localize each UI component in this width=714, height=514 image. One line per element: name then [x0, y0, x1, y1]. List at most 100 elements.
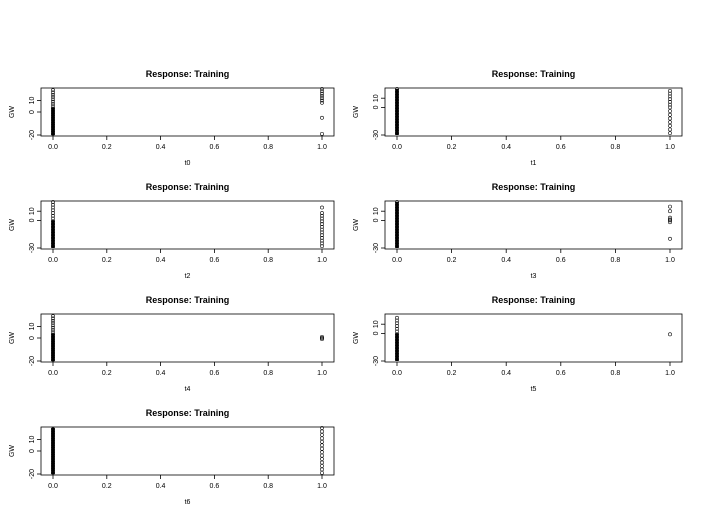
data-point: [320, 205, 324, 210]
panel-title: Response: Training: [146, 295, 230, 305]
data-point: [320, 89, 324, 94]
data-point: [51, 213, 55, 218]
x-tick-label: 0.0: [392, 257, 402, 264]
data-point: [395, 324, 399, 328]
x-axis-label: t2: [185, 273, 191, 280]
data-point: [668, 120, 672, 125]
x-axis-label: t3: [531, 273, 537, 280]
x-tick-label: 0.8: [263, 370, 273, 377]
data-point: [668, 215, 672, 220]
x-tick-label: 0.8: [263, 483, 273, 490]
data-point: [51, 102, 55, 106]
plot-frame: [40, 313, 335, 363]
data-point: [320, 464, 324, 468]
y-axis-label: GW: [353, 106, 360, 118]
y-tick-label: 0: [373, 105, 380, 109]
plot-frame: [384, 200, 683, 250]
dense-point-band: [51, 107, 55, 135]
panel-t4: Response: Training 0.0 0.2 0.4 0.6 0.8 1.0 -20 0…: [9, 295, 335, 393]
data-point: [51, 99, 55, 104]
data-point: [320, 244, 324, 249]
x-axis-label: t0: [185, 160, 191, 167]
data-point: [51, 200, 55, 204]
data-point: [668, 99, 672, 104]
data-point: [320, 450, 324, 455]
data-point: [51, 318, 55, 323]
dense-point-band: [51, 220, 55, 248]
x-tick-label: 0.2: [102, 257, 112, 264]
y-tick-label: -30: [29, 243, 36, 253]
data-point: [320, 470, 324, 475]
data-point: [51, 316, 55, 321]
panel-t1: Response: Training 0.0 0.2 0.4 0.6 0.8 1.0 -30 0…: [353, 69, 683, 167]
x-tick-label: 0.8: [611, 370, 621, 377]
data-point: [320, 439, 324, 444]
data-point: [320, 87, 324, 91]
data-point: [668, 204, 672, 209]
dense-point-band: [395, 202, 399, 248]
data-point: [320, 241, 324, 246]
data-point: [320, 426, 324, 430]
plot-frame: [384, 313, 683, 363]
x-axis-label: t1: [531, 160, 537, 167]
y-axis-label: GW: [9, 332, 16, 344]
x-axis-label: t4: [185, 386, 191, 393]
data-point: [668, 105, 672, 110]
dense-point-band: [51, 428, 55, 474]
panel-title: Response: Training: [492, 295, 576, 305]
x-tick-label: 0.0: [48, 483, 58, 490]
data-point: [320, 453, 324, 458]
x-tick-label: 0.6: [210, 370, 220, 377]
y-tick-label: -30: [373, 243, 380, 253]
y-axis-label: GW: [353, 219, 360, 231]
data-point: [51, 216, 55, 221]
data-point: [320, 446, 324, 451]
x-tick-label: 1.0: [317, 144, 327, 151]
data-point: [320, 432, 324, 437]
data-point: [320, 213, 324, 218]
data-point: [668, 332, 672, 337]
data-point: [668, 97, 672, 102]
data-point: [51, 205, 55, 210]
data-point: [51, 90, 55, 95]
x-tick-label: 0.0: [392, 144, 402, 151]
x-tick-label: 0.4: [501, 257, 511, 264]
y-axis-label: GW: [9, 219, 16, 231]
data-point: [668, 102, 672, 107]
data-point: [668, 109, 672, 113]
x-tick-label: 0.0: [48, 257, 58, 264]
data-point: [51, 325, 55, 330]
x-tick-label: 0.2: [447, 144, 457, 151]
data-point: [51, 92, 55, 97]
y-tick-label: 0: [373, 218, 380, 222]
data-point: [51, 97, 55, 102]
x-tick-label: 1.0: [665, 257, 675, 264]
data-point: [320, 96, 324, 101]
data-point: [320, 222, 324, 226]
x-tick-label: 0.0: [48, 144, 58, 151]
data-point: [668, 112, 672, 117]
x-tick-label: 0.2: [447, 370, 457, 377]
data-point: [320, 100, 324, 105]
plot-frame: [40, 200, 335, 250]
x-tick-label: 0.0: [392, 370, 402, 377]
x-tick-label: 0.4: [501, 144, 511, 151]
y-tick-label: 10: [29, 207, 36, 215]
data-point: [395, 318, 399, 323]
data-point: [668, 127, 672, 132]
x-tick-label: 0.6: [556, 144, 566, 151]
data-point: [320, 227, 324, 232]
y-tick-label: -30: [373, 356, 380, 366]
x-tick-label: 1.0: [317, 370, 327, 377]
data-point: [320, 211, 324, 215]
data-point: [320, 467, 324, 472]
data-point: [668, 116, 672, 121]
y-tick-label: 0: [29, 218, 36, 222]
data-point: [320, 94, 324, 98]
x-tick-label: 0.6: [210, 483, 220, 490]
x-tick-label: 0.8: [263, 257, 273, 264]
data-point: [51, 95, 55, 99]
y-tick-label: 10: [29, 323, 36, 331]
panel-title: Response: Training: [146, 408, 230, 418]
